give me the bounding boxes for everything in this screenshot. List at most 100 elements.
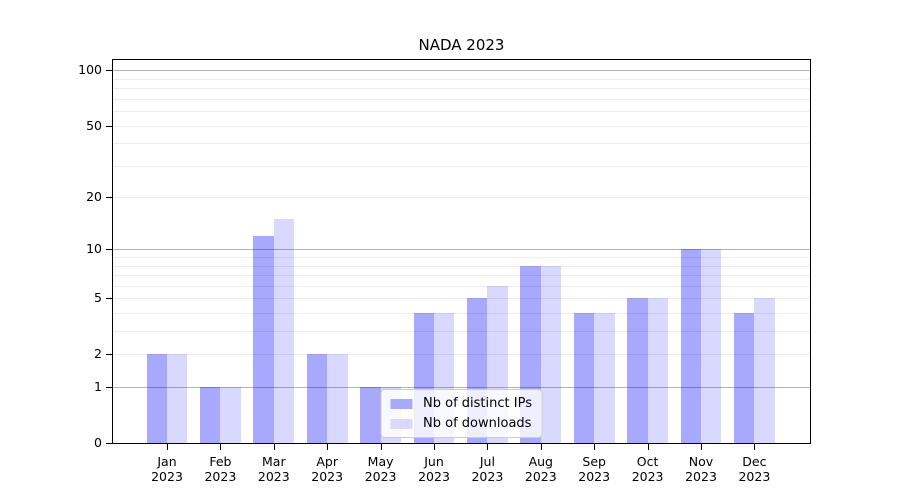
gridline-minor-6 <box>113 285 810 287</box>
bar-downloads-feb <box>220 387 241 443</box>
y-tick-mark-20 <box>106 197 112 199</box>
x-tick-label-may: May 2023 <box>354 454 408 484</box>
x-tick-label-month: Nov <box>688 454 714 469</box>
gridline-minor-90 <box>113 78 810 80</box>
gridline-minor-40 <box>113 143 810 145</box>
x-tick-mark-oct <box>647 444 649 450</box>
x-tick-label-month: Oct <box>636 454 659 469</box>
gridline-major-1 <box>113 387 810 388</box>
x-tick-label-year: 2023 <box>631 469 664 484</box>
y-tick-mark-1 <box>106 387 112 388</box>
bar-downloads-oct <box>647 298 668 443</box>
x-tick-label-year: 2023 <box>524 469 557 484</box>
y-tick-mark-10 <box>106 249 112 251</box>
x-tick-label-feb: Feb 2023 <box>193 454 247 484</box>
gridline-minor-2 <box>113 354 810 356</box>
bar-distinct-ips-nov <box>680 249 701 443</box>
chart-title: NADA 2023 <box>418 36 505 54</box>
x-tick-mark-jun <box>434 444 435 450</box>
x-tick-label-apr: Apr 2023 <box>300 454 354 484</box>
x-tick-mark-may <box>380 444 382 450</box>
x-tick-label-year: 2023 <box>151 469 183 484</box>
x-tick-label-month: Aug <box>528 454 553 469</box>
x-tick-label-year: 2023 <box>204 469 237 484</box>
legend-swatch-downloads <box>390 418 413 429</box>
x-tick-label-month: Sep <box>582 454 606 469</box>
y-tick-label-5: 5 <box>94 290 102 306</box>
x-tick-label-jan: Jan 2023 <box>140 454 194 484</box>
bar-downloads-sep <box>594 313 615 443</box>
gridline-minor-7 <box>113 275 810 277</box>
y-tick-label-100: 100 <box>78 62 102 78</box>
y-tick-mark-0 <box>106 443 112 444</box>
bar-distinct-ips-oct <box>627 298 648 443</box>
x-tick-label-month: Mar <box>262 454 286 469</box>
gridline-minor-30 <box>113 165 810 167</box>
x-tick-mark-aug <box>540 444 542 450</box>
bar-downloads-aug <box>540 265 562 443</box>
x-tick-label-year: 2023 <box>685 469 717 484</box>
x-tick-label-year: 2023 <box>257 469 290 484</box>
x-tick-mark-apr <box>327 444 329 450</box>
bar-distinct-ips-feb <box>200 387 221 443</box>
gridline-minor-5 <box>113 298 810 300</box>
y-tick-mark-50 <box>106 125 112 127</box>
gridline-minor-20 <box>113 197 810 199</box>
x-tick-label-month: Jan <box>157 454 177 469</box>
y-tick-mark-5 <box>106 298 112 300</box>
x-tick-mark-mar <box>273 444 275 450</box>
x-tick-label-year: 2023 <box>364 469 397 484</box>
x-tick-label-year: 2023 <box>738 469 771 484</box>
x-tick-label-sep: Sep 2023 <box>567 454 621 484</box>
bar-downloads-apr <box>327 354 348 443</box>
y-tick-label-20: 20 <box>86 189 102 205</box>
bar-distinct-ips-apr <box>306 354 328 443</box>
x-tick-label-month: Jul <box>479 454 495 469</box>
x-tick-mark-dec <box>754 444 756 450</box>
x-tick-mark-nov <box>701 444 702 450</box>
legend-item-distinct-ips: Nb of distinct IPs <box>390 396 532 411</box>
x-tick-label-oct: Oct 2023 <box>621 454 675 484</box>
legend-swatch-distinct-ips <box>390 398 413 409</box>
y-tick-mark-100 <box>106 70 112 72</box>
bar-distinct-ips-sep <box>573 313 595 443</box>
y-tick-label-50: 50 <box>86 117 102 133</box>
x-tick-label-year: 2023 <box>578 469 611 484</box>
gridline-minor-70 <box>113 98 810 100</box>
gridline-minor-3 <box>113 331 810 333</box>
y-tick-label-0: 0 <box>94 435 102 450</box>
x-tick-label-month: Dec <box>742 454 767 469</box>
x-tick-mark-jul <box>487 444 489 450</box>
legend-item-downloads: Nb of downloads <box>390 416 532 431</box>
bar-distinct-ips-jan <box>146 354 167 443</box>
bar-distinct-ips-dec <box>734 313 755 443</box>
x-tick-label-jul: Jul 2023 <box>460 454 514 484</box>
gridline-minor-8 <box>113 265 810 267</box>
x-tick-label-nov: Nov 2023 <box>674 454 728 484</box>
bar-distinct-ips-may <box>360 387 381 443</box>
x-tick-mark-sep <box>594 444 596 450</box>
gridline-minor-50 <box>113 125 810 127</box>
x-tick-label-year: 2023 <box>418 469 450 484</box>
x-tick-mark-feb <box>220 444 222 450</box>
bar-downloads-nov <box>701 249 722 443</box>
x-tick-label-year: 2023 <box>471 469 504 484</box>
y-tick-label-2: 2 <box>94 346 102 362</box>
x-tick-label-jun: Jun 2023 <box>407 454 461 484</box>
x-tick-label-year: 2023 <box>311 469 344 484</box>
x-tick-label-month: Jun <box>424 454 444 469</box>
gridline-minor-60 <box>113 111 810 112</box>
gridline-minor-9 <box>113 257 810 259</box>
bar-distinct-ips-mar <box>253 235 274 443</box>
legend: Nb of distinct IPs Nb of downloads <box>380 389 543 438</box>
legend-label-downloads: Nb of downloads <box>423 416 532 431</box>
bar-downloads-dec <box>754 298 775 443</box>
bar-downloads-jan <box>167 354 188 443</box>
y-tick-mark-2 <box>106 354 112 356</box>
bar-downloads-mar <box>273 219 295 443</box>
plot-area: Nb of distinct IPs Nb of downloads <box>112 59 811 444</box>
y-tick-label-10: 10 <box>86 241 102 257</box>
y-tick-label-1: 1 <box>94 379 102 394</box>
x-tick-label-month: May <box>367 454 394 469</box>
